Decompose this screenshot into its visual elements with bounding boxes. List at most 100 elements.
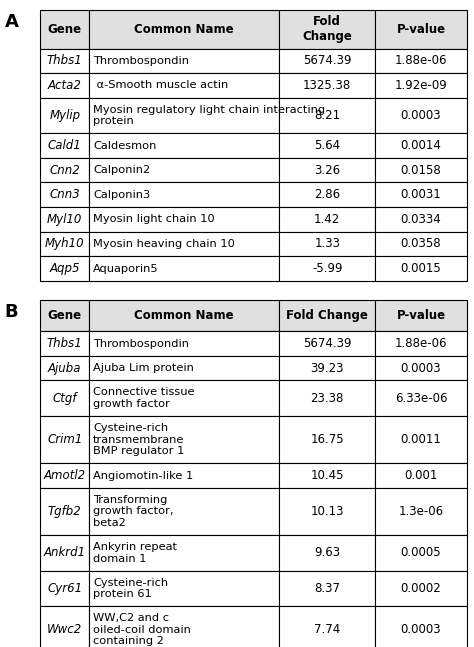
Text: Fold Change: Fold Change (286, 309, 368, 322)
Bar (89, 488, 279, 535)
Bar (40, 158, 89, 182)
Bar (89, 380, 279, 416)
Text: α-Smooth muscle actin: α-Smooth muscle actin (93, 80, 228, 91)
Text: 8.21: 8.21 (314, 109, 340, 122)
Text: Cysteine-rich
transmembrane
BMP regulator 1: Cysteine-rich transmembrane BMP regulato… (93, 423, 184, 456)
Text: 0.0158: 0.0158 (401, 164, 441, 177)
Text: Thbs1: Thbs1 (47, 337, 82, 350)
Bar (279, 571, 375, 606)
Text: Wwc2: Wwc2 (47, 623, 82, 637)
Text: 0.0011: 0.0011 (401, 433, 441, 446)
Bar (279, 380, 375, 416)
Text: Thrombospondin: Thrombospondin (93, 56, 189, 66)
Bar (40, 98, 89, 133)
Text: Cnn3: Cnn3 (49, 188, 80, 201)
Text: 5674.39: 5674.39 (303, 337, 351, 350)
Bar (279, 331, 375, 356)
Bar (89, 73, 279, 98)
Text: Cysteine-rich
protein 61: Cysteine-rich protein 61 (93, 578, 168, 599)
Bar (375, 182, 467, 207)
Text: Mylip: Mylip (49, 109, 81, 122)
Bar (40, 73, 89, 98)
Bar (375, 416, 467, 463)
Bar (279, 73, 375, 98)
Text: Thbs1: Thbs1 (47, 54, 82, 67)
Text: Cyr61: Cyr61 (47, 582, 82, 595)
Text: 10.13: 10.13 (310, 505, 344, 518)
Text: 39.23: 39.23 (310, 362, 344, 375)
Bar (375, 488, 467, 535)
Bar (40, 10, 89, 49)
Bar (375, 571, 467, 606)
Bar (40, 356, 89, 380)
Text: Calponin2: Calponin2 (93, 165, 150, 175)
Bar (279, 488, 375, 535)
Text: 16.75: 16.75 (310, 433, 344, 446)
Bar (89, 416, 279, 463)
Bar (89, 535, 279, 571)
Text: Caldesmon: Caldesmon (93, 140, 156, 151)
Bar (89, 463, 279, 488)
Bar (279, 535, 375, 571)
Text: -5.99: -5.99 (312, 262, 342, 275)
Text: Cald1: Cald1 (48, 139, 82, 152)
Bar (89, 98, 279, 133)
Text: Common Name: Common Name (135, 309, 234, 322)
Bar (89, 606, 279, 647)
Text: Ajuba: Ajuba (48, 362, 82, 375)
Text: Common Name: Common Name (135, 23, 234, 36)
Text: 23.38: 23.38 (310, 391, 344, 405)
Text: P-value: P-value (396, 309, 446, 322)
Bar (40, 182, 89, 207)
Bar (375, 133, 467, 158)
Bar (279, 98, 375, 133)
Bar (375, 73, 467, 98)
Bar (89, 571, 279, 606)
Text: 5.64: 5.64 (314, 139, 340, 152)
Bar (279, 232, 375, 256)
Bar (40, 300, 89, 331)
Text: P-value: P-value (396, 23, 446, 36)
Text: Thrombospondin: Thrombospondin (93, 338, 189, 349)
Bar (89, 300, 279, 331)
Bar (375, 207, 467, 232)
Text: 0.001: 0.001 (404, 469, 438, 482)
Text: Ankyrin repeat
domain 1: Ankyrin repeat domain 1 (93, 542, 177, 564)
Text: Ajuba Lim protein: Ajuba Lim protein (93, 363, 194, 373)
Text: 0.0015: 0.0015 (401, 262, 441, 275)
Bar (40, 571, 89, 606)
Text: 10.45: 10.45 (310, 469, 344, 482)
Text: Ctgf: Ctgf (53, 391, 77, 405)
Text: Crim1: Crim1 (47, 433, 82, 446)
Text: Transforming
growth factor,
beta2: Transforming growth factor, beta2 (93, 495, 173, 528)
Bar (40, 49, 89, 73)
Text: 8.37: 8.37 (314, 582, 340, 595)
Bar (40, 256, 89, 281)
Text: WW,C2 and c
oiled-coil domain
containing 2: WW,C2 and c oiled-coil domain containing… (93, 613, 191, 646)
Bar (40, 331, 89, 356)
Bar (40, 606, 89, 647)
Bar (279, 207, 375, 232)
Bar (40, 488, 89, 535)
Bar (40, 463, 89, 488)
Bar (279, 158, 375, 182)
Text: 0.0002: 0.0002 (401, 582, 441, 595)
Text: Connective tissue
growth factor: Connective tissue growth factor (93, 388, 195, 409)
Bar (375, 463, 467, 488)
Text: Cnn2: Cnn2 (49, 164, 80, 177)
Bar (375, 158, 467, 182)
Text: Aquaporin5: Aquaporin5 (93, 263, 159, 274)
Bar (89, 182, 279, 207)
Text: 0.0003: 0.0003 (401, 623, 441, 637)
Bar (279, 133, 375, 158)
Bar (375, 380, 467, 416)
Text: 1.88e-06: 1.88e-06 (395, 54, 447, 67)
Text: 1.33: 1.33 (314, 237, 340, 250)
Bar (375, 49, 467, 73)
Text: Myosin regulatory light chain interacting
protein: Myosin regulatory light chain interactin… (93, 105, 325, 126)
Bar (279, 300, 375, 331)
Text: Gene: Gene (48, 23, 82, 36)
Bar (279, 49, 375, 73)
Text: 0.0031: 0.0031 (401, 188, 441, 201)
Text: 0.0358: 0.0358 (401, 237, 441, 250)
